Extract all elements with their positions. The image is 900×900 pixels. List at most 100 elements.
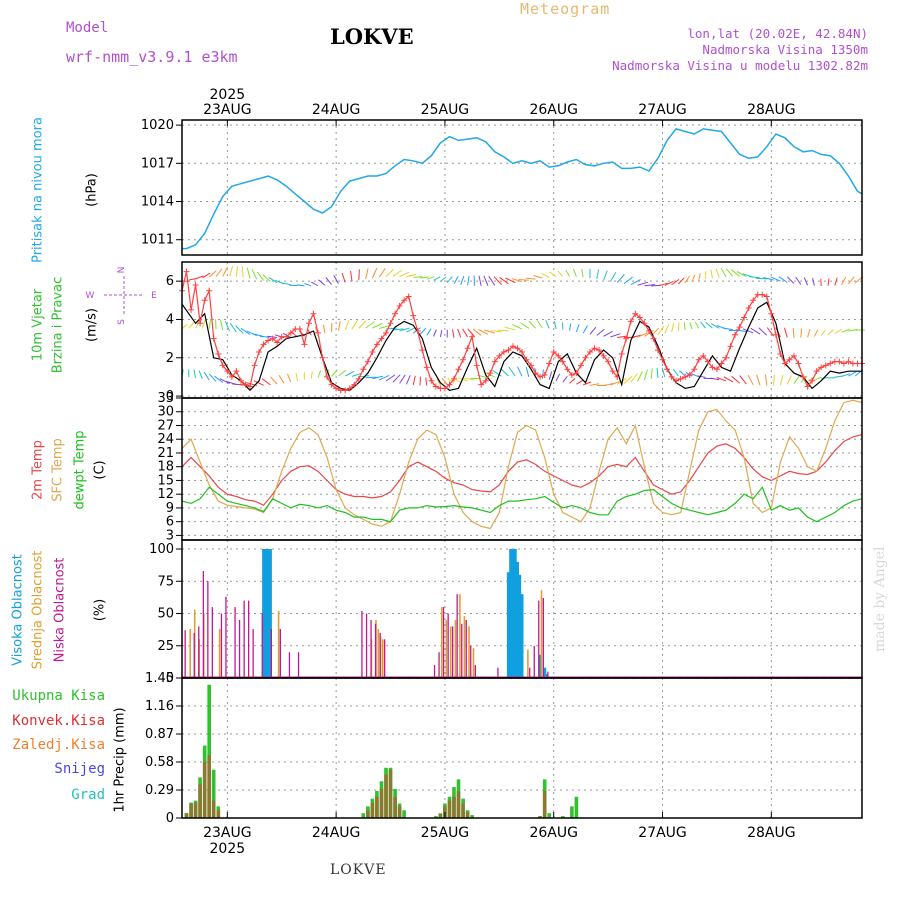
y-tick-label: 1020 [141, 118, 174, 133]
wind-arrow [671, 278, 680, 286]
wind-speed-point [441, 385, 448, 392]
wind-speed-point [188, 306, 195, 313]
wind-arrow [630, 279, 641, 286]
wind-speed-point [614, 373, 621, 380]
low-cloud-bar [225, 596, 227, 678]
y-tick-label: 75 [157, 574, 174, 589]
wind-speed-point [813, 368, 820, 375]
wind-speed-point [659, 356, 666, 363]
low-cloud-bar [202, 571, 204, 678]
wind-arrow [525, 366, 530, 377]
wind-arrow [392, 269, 402, 277]
wind-speed-point [387, 320, 394, 327]
high-cloud-label: Visoka Oblacnost [11, 554, 26, 666]
wind-speed-point [523, 356, 530, 363]
wind-arrow [399, 374, 406, 384]
y-tick-label: 1.16 [145, 699, 174, 714]
day-label-bottom: 25AUG [421, 825, 470, 841]
wind-arrow [814, 376, 822, 381]
wind-speed-point [664, 366, 671, 373]
wind-arrow [358, 269, 360, 281]
low-cloud-bar [438, 652, 440, 678]
wind-arrow [792, 328, 795, 338]
wind-speed-point [732, 331, 739, 338]
wind-arrow [188, 322, 195, 329]
wind-arrow [800, 328, 803, 338]
wind-speed-point [301, 341, 308, 348]
wind-arrow [697, 375, 706, 379]
conv-precip-bar [393, 796, 397, 818]
wind-arrow [723, 376, 734, 383]
wind-arrow [834, 277, 838, 286]
high-cloud-bar [543, 667, 547, 678]
grad-label: Grad [71, 787, 105, 803]
day-label-top: 26AUG [529, 102, 578, 118]
wind-speed-point [618, 350, 625, 357]
wind-arrow [392, 374, 401, 383]
wind-arrow [193, 369, 197, 378]
wind-arrow [310, 371, 313, 379]
wind-arrow [710, 269, 713, 279]
wind-speed-point [600, 352, 607, 359]
high-cloud-bar [509, 549, 513, 678]
wind-arrow [533, 275, 543, 279]
total-precip-bar [570, 806, 574, 818]
wind-arrow [700, 321, 706, 329]
wind-speed-point [550, 349, 557, 356]
wind-speed-point [310, 310, 317, 317]
compass-west: W [86, 291, 95, 301]
wind-speed-point [482, 377, 489, 384]
wind-arrow [446, 276, 453, 284]
wind-speed-point [419, 347, 426, 354]
wind-speed-point [265, 337, 272, 344]
y-tick-label: 0 [166, 811, 174, 826]
low-cloud-bar [270, 629, 272, 678]
wind-arrow [581, 268, 584, 278]
y-tick-label: 0.29 [145, 783, 174, 798]
wind-speed-point [827, 360, 834, 367]
wind-arrow [426, 276, 435, 280]
conv-precip-bar [438, 814, 443, 818]
wind-speed-point [759, 291, 766, 298]
wind-speed-point [772, 331, 779, 338]
wind-speed-point [319, 354, 326, 361]
y-tick-label: 25 [157, 639, 174, 654]
wind-arrow [549, 271, 557, 278]
wind-arrow [705, 322, 713, 329]
wind-arrow [350, 270, 353, 282]
wind-speed-point [364, 358, 371, 365]
wind-arrow [766, 327, 775, 337]
wind-speed-point [473, 362, 480, 369]
wind-speed-point [183, 268, 190, 275]
y-tick-label: 1017 [141, 156, 174, 171]
wind-arrow [322, 324, 326, 334]
compass-north: N [117, 267, 127, 274]
wind-arrow [433, 276, 441, 281]
wind-speed-point [673, 377, 680, 384]
wind-arrow [720, 268, 727, 278]
wind-speed-point [256, 349, 263, 356]
wind-speed-point [745, 304, 752, 311]
y-tick-label: 27 [157, 418, 174, 433]
wind-arrow [462, 328, 469, 338]
wind-speed-point [237, 377, 244, 384]
conv-precip-bar [452, 796, 456, 818]
wind-speed-point [315, 329, 321, 336]
wind-arrow [419, 276, 429, 279]
high-cloud-bar [511, 549, 515, 678]
low-cloud-bar [297, 652, 300, 678]
wind-arrow [202, 272, 211, 279]
wind-speed-point [528, 362, 535, 369]
wind-speed-point [206, 287, 213, 294]
low-cloud-bar [465, 620, 467, 678]
wind-speed-point [573, 370, 580, 377]
wind-speed-point [215, 350, 222, 357]
wind-arrow [467, 275, 470, 286]
cloud-unit-label: (%) [93, 599, 108, 622]
wind-arrow [678, 277, 685, 285]
wind-arrow [220, 319, 224, 331]
conv-precip-bar [384, 774, 388, 818]
wind-arrow [575, 324, 580, 333]
wind-speed-point [373, 341, 380, 348]
wind-arrow [848, 276, 855, 285]
